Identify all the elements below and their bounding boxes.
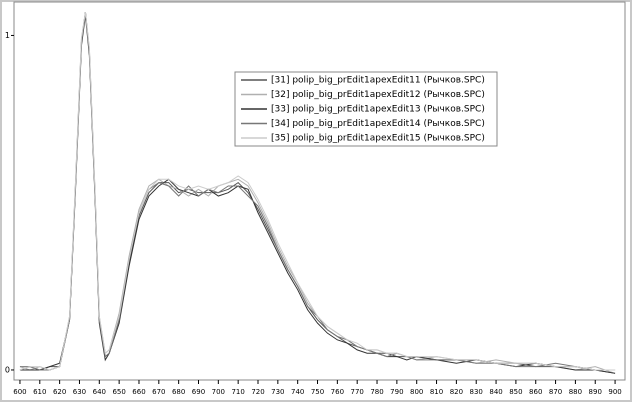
x-tick-label: 770 [351, 388, 364, 396]
series-line [19, 11, 616, 371]
x-tick-label: 610 [33, 388, 46, 396]
legend-label: [33] polip_big_prEdit1apexEdit13 (Рычков… [271, 105, 485, 115]
x-tick-label: 820 [450, 388, 463, 396]
x-tick-label: 800 [410, 388, 423, 396]
x-tick-label: 680 [172, 388, 185, 396]
legend-box [234, 71, 498, 147]
x-tick-label: 700 [212, 388, 225, 396]
x-tick-label: 880 [569, 388, 582, 396]
x-tick-label: 810 [430, 388, 443, 396]
x-tick-label: 860 [529, 388, 542, 396]
plot-area [13, 1, 626, 381]
legend-label: [34] polip_big_prEdit1apexEdit14 (Рычков… [271, 119, 485, 129]
x-tick-label: 670 [152, 388, 165, 396]
x-tick-label: 890 [589, 388, 602, 396]
legend-label: [31] polip_big_prEdit1apexEdit11 (Рычков… [271, 76, 485, 86]
x-tick-label: 760 [331, 388, 344, 396]
x-tick-label: 790 [390, 388, 403, 396]
x-tick-label: 720 [251, 388, 264, 396]
x-tick-label: 660 [132, 388, 145, 396]
legend-label: [32] polip_big_prEdit1apexEdit12 (Рычков… [271, 90, 485, 100]
x-tick-label: 730 [271, 388, 284, 396]
x-tick-label: 850 [509, 388, 522, 396]
x-tick-label: 740 [291, 388, 304, 396]
x-tick-label: 750 [311, 388, 324, 396]
x-tick-label: 640 [93, 388, 106, 396]
x-tick-label: 780 [370, 388, 383, 396]
x-tick-label: 650 [112, 388, 125, 396]
legend: [31] polip_big_prEdit1apexEdit11 (Рычков… [234, 71, 498, 147]
x-tick-label: 620 [53, 388, 66, 396]
x-tick-label: 630 [73, 388, 86, 396]
x-tick-label: 870 [549, 388, 562, 396]
x-tick-label: 690 [192, 388, 205, 396]
x-tick-label: 710 [231, 388, 244, 396]
legend-label: [35] polip_big_prEdit1apexEdit15 (Рычков… [271, 134, 485, 144]
x-tick-label: 900 [608, 388, 621, 396]
x-tick-label: 840 [489, 388, 502, 396]
y-tick-label: 1 [5, 31, 10, 40]
y-tick-label: 0 [5, 365, 10, 374]
x-tick-label: 830 [470, 388, 483, 396]
x-tick-label: 600 [13, 388, 26, 396]
